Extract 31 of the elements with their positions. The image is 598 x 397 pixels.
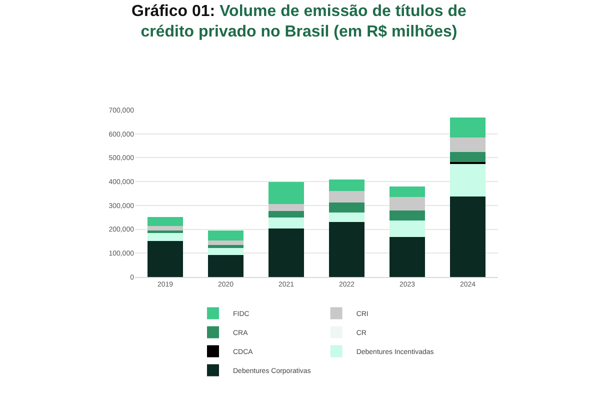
bar xyxy=(268,204,304,212)
bar xyxy=(148,233,183,242)
bar xyxy=(329,202,364,213)
bar xyxy=(148,226,183,230)
chart-title: Gráfico 01: Volume de emissão de títulos de crédito privado no Brasil (em R$ milhões) xyxy=(132,2,467,41)
bar xyxy=(329,179,364,191)
bar xyxy=(450,137,486,152)
bar xyxy=(390,237,425,277)
bar xyxy=(268,211,304,218)
bar xyxy=(329,222,364,277)
bar xyxy=(390,210,425,221)
bar xyxy=(329,190,364,203)
bar xyxy=(390,197,425,211)
bar xyxy=(268,217,304,229)
bar xyxy=(148,217,183,226)
bar xyxy=(390,186,425,198)
bar xyxy=(268,228,304,277)
bar xyxy=(329,212,364,222)
bar xyxy=(390,220,425,238)
bar xyxy=(450,118,486,138)
bar xyxy=(450,196,486,277)
bar xyxy=(208,230,244,241)
bar xyxy=(450,164,486,196)
bar xyxy=(208,244,244,248)
bar xyxy=(148,241,183,277)
bar xyxy=(208,248,244,256)
bar xyxy=(208,255,244,277)
bar xyxy=(148,230,183,234)
bar xyxy=(208,240,244,245)
bar xyxy=(450,152,486,162)
bar xyxy=(268,182,304,204)
